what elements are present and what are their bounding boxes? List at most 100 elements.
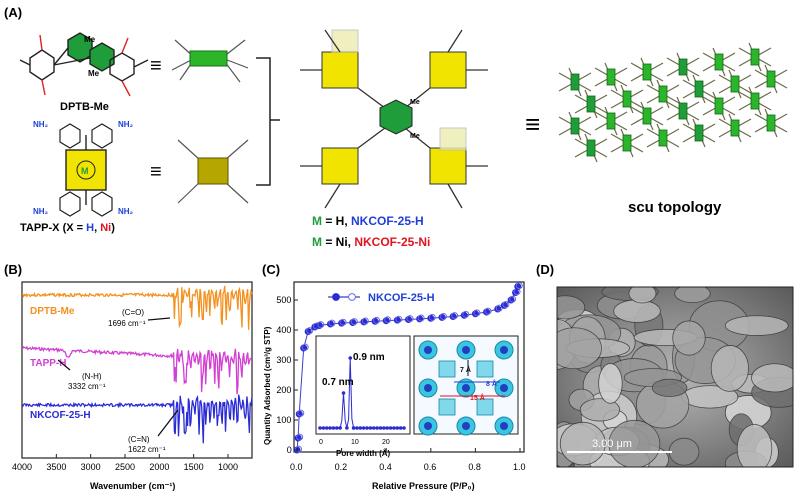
scu-node (694, 80, 704, 98)
scu-node (750, 48, 760, 66)
me-label-1: Me (84, 35, 96, 44)
scu-node (730, 119, 740, 137)
ftir-trace-1 (21, 345, 253, 395)
isotherm-point-desorption (473, 309, 481, 317)
isotherm-point-desorption (296, 433, 304, 441)
scu-node (658, 85, 668, 103)
annotation-co-bond: (C=O) (122, 308, 144, 317)
panel-b-label: (B) (4, 262, 22, 277)
inset-psd-point (388, 426, 393, 430)
annotation-co-value: 1696 cm⁻¹ (108, 319, 146, 328)
isotherm-ytick-label: 0 (287, 445, 292, 455)
monomer2-name: TAPP-X (X = H, Ni) (20, 222, 115, 234)
isotherm-point-desorption (373, 316, 381, 324)
inset-psd-point (328, 426, 332, 430)
ftir-xticks: 4000 3500 3000 2500 2000 1500 1000 (12, 454, 238, 472)
inset-psd-point (345, 426, 349, 430)
inset-psd-point (338, 426, 342, 430)
inset-psd (316, 356, 410, 435)
panel-d-label: (D) (536, 262, 554, 277)
isotherm-point-desorption (384, 316, 392, 324)
annotation-cn-bond: (C=N) (128, 435, 150, 444)
scu-node (606, 112, 616, 130)
trace-label-dptb: DPTB-Me (30, 306, 75, 317)
nh2-label-2: NH₂ (118, 120, 134, 129)
isotherm-point-desorption (350, 318, 358, 326)
scu-node (642, 63, 652, 81)
panel-c-label: (C) (262, 262, 280, 277)
inset-psd-point (365, 426, 369, 430)
inset-box (315, 335, 411, 435)
scu-node (606, 68, 616, 86)
isotherm-ytick-label: 400 (276, 325, 291, 335)
ftir-axes-box (21, 281, 253, 459)
pore-label-7: 7 Å (460, 365, 471, 374)
pore-label-8: 8 Å (486, 379, 497, 388)
scu-node (730, 75, 740, 93)
scu-node (622, 90, 632, 108)
inset-psd-point (351, 426, 356, 430)
isotherm-point-desorption (428, 313, 436, 321)
isotherm-ytick-label: 500 (276, 295, 291, 305)
isotherm-ytick-label: 300 (276, 355, 291, 365)
isotherm-xtick-label: 0.0 (290, 462, 303, 472)
isotherm-ytick-label: 200 (276, 385, 291, 395)
isotherm-ylabel: Quantity Adsorbed (cm³/g STP) (263, 326, 272, 445)
isotherm-ytick-label: 100 (276, 415, 291, 425)
legend-marker-filled (332, 293, 340, 301)
isotherm-point-desorption (306, 327, 314, 335)
equiv-symbol-2: ≡ (150, 161, 162, 183)
isotherm-xlabel: Relative Pressure (P/P₀) (372, 481, 475, 491)
isotherm-point-desorption (417, 314, 425, 322)
isotherm-point-desorption (361, 317, 369, 325)
topology-label: scu topology (628, 199, 722, 216)
isotherm-point-desorption (484, 307, 492, 315)
annotation-nh-value: 3332 cm⁻¹ (68, 382, 106, 391)
inset-psd-point (348, 356, 353, 360)
scu-node (586, 139, 596, 157)
inset-peak-label-1: 0.7 nm (322, 377, 354, 388)
isotherm-point-desorption (502, 301, 510, 308)
inset-psd-point (378, 426, 383, 430)
cof-unit-structure (300, 29, 488, 209)
ftir-trace-2 (21, 394, 253, 444)
scu-network (558, 42, 788, 163)
inset-psd-point (358, 426, 363, 430)
isotherm-point-desorption (406, 315, 414, 323)
scu-node (622, 134, 632, 152)
inset-psd-point (395, 426, 400, 430)
isotherm-point-desorption (515, 282, 523, 290)
green-node-schematic (171, 39, 249, 83)
inset-xlabel: Pore width (Å) (336, 449, 391, 458)
inset-psd-point (318, 426, 322, 430)
cof-h-line: M = H, NKCOF-25-H (312, 214, 424, 228)
isotherm-plot (293, 282, 523, 454)
isotherm-xtick-label: 0.6 (424, 462, 437, 472)
scu-node (642, 107, 652, 125)
olive-node-schematic (177, 139, 249, 204)
inset-psd-point (402, 426, 406, 430)
ftir-xtick-label: 3500 (46, 462, 66, 472)
inset-psd-point (335, 426, 339, 430)
annotation-cn-value: 1622 cm⁻¹ (128, 445, 166, 454)
inset-psd-point (341, 391, 346, 395)
ftir-xtick-label: 2500 (115, 462, 135, 472)
ftir-xtick-label: 1000 (218, 462, 238, 472)
scu-node (694, 124, 704, 142)
inset-psd-point (385, 426, 390, 430)
scu-node (766, 114, 776, 132)
arrow-nh (57, 359, 71, 371)
scu-node (714, 53, 724, 71)
ftir-xtick-label: 1500 (184, 462, 204, 472)
inset-psd-point (361, 426, 366, 430)
isotherm-point-desorption (297, 409, 305, 417)
panel-a-label: (A) (4, 5, 22, 20)
scu-node (678, 102, 688, 120)
isotherm-xtick-label: 0.8 (468, 462, 481, 472)
trace-label-tapp: TAPP-H (30, 358, 66, 369)
isotherm-xtick-label: 1.0 (513, 462, 526, 472)
ftir-traces (21, 285, 253, 444)
isotherm-point-desorption (295, 445, 302, 453)
isotherm-point-desorption (451, 312, 459, 320)
